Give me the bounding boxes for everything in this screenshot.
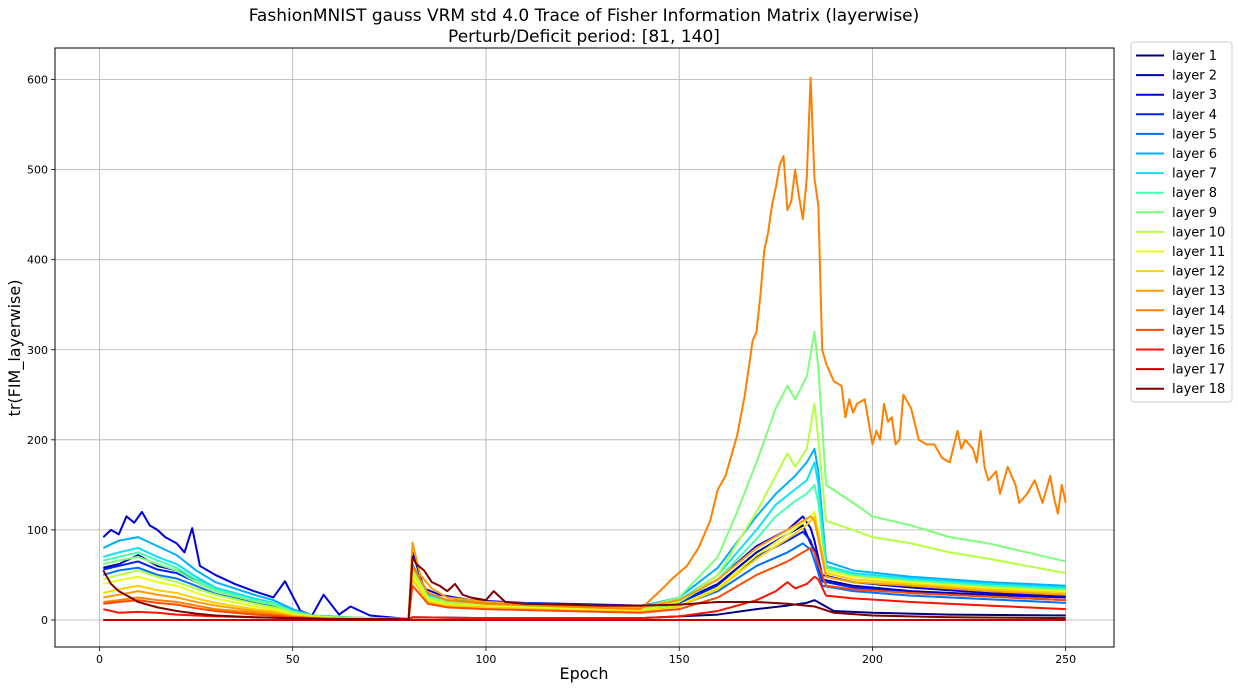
- y-tick-label: 200: [27, 434, 48, 447]
- series-line-layer-15: [103, 546, 1066, 621]
- legend-label: layer 15: [1172, 323, 1225, 338]
- legend-label: layer 7: [1172, 167, 1217, 182]
- y-axis-label: tr(FIM_layerwise): [5, 280, 25, 417]
- legend-label: layer 18: [1172, 382, 1225, 397]
- x-axis-label: Epoch: [560, 664, 609, 683]
- plot-area-frame: [54, 47, 1115, 648]
- x-tick-label: 150: [669, 653, 690, 666]
- x-tick-label: 0: [96, 653, 103, 666]
- x-tick-label: 250: [1055, 653, 1076, 666]
- series-line-layer-13: [103, 515, 1066, 621]
- x-tick-label: 50: [286, 653, 300, 666]
- legend-label: layer 17: [1172, 363, 1225, 378]
- series-line-layer-16: [103, 575, 1066, 621]
- chart-title: FashionMNIST gauss VRM std 4.0 Trace of …: [249, 6, 920, 26]
- legend-label: layer 1: [1172, 49, 1217, 64]
- legend-label: layer 6: [1172, 147, 1217, 162]
- y-tick-label: 400: [27, 254, 48, 267]
- legend-label: layer 3: [1172, 88, 1217, 103]
- series-line-layer-14: [103, 76, 1067, 621]
- legend-label: layer 9: [1172, 206, 1217, 221]
- series-line-layer-18: [102, 555, 1066, 621]
- legend-label: layer 5: [1172, 127, 1217, 142]
- legend-label: layer 4: [1172, 108, 1217, 123]
- chart-subtitle: Perturb/Deficit period: [81, 140]: [448, 27, 720, 47]
- legend-frame: [1130, 41, 1233, 403]
- y-tick-label: 500: [27, 164, 48, 177]
- grid: [55, 48, 1114, 647]
- legend-label: layer 14: [1172, 304, 1225, 319]
- x-tick-label: 100: [475, 653, 496, 666]
- ticks: 0 50 100 150 200 250 0 100 200 300 400 500 600: [27, 74, 1076, 666]
- legend-label: layer 13: [1172, 284, 1225, 299]
- series-line-layer-9: [103, 330, 1066, 621]
- legend-label: layer 16: [1172, 343, 1225, 358]
- y-tick-label: 300: [27, 344, 48, 357]
- legend-label: layer 12: [1172, 265, 1225, 280]
- series-group: [102, 76, 1067, 621]
- legend-label: layer 2: [1172, 69, 1217, 84]
- legend: layer 1 layer 2 layer 3 layer 4 layer 5 layer…: [1130, 41, 1233, 403]
- y-tick-label: 0: [41, 614, 48, 627]
- legend-label: layer 10: [1172, 225, 1225, 240]
- x-tick-label: 200: [862, 653, 883, 666]
- legend-label: layer 11: [1172, 245, 1225, 260]
- y-tick-label: 100: [27, 524, 48, 537]
- legend-label: layer 8: [1172, 186, 1217, 201]
- y-tick-label: 600: [27, 74, 48, 87]
